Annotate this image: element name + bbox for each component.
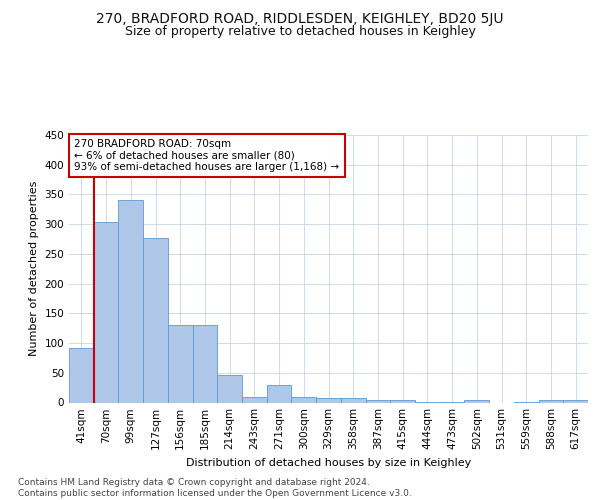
Bar	[390, 400, 415, 402]
X-axis label: Distribution of detached houses by size in Keighley: Distribution of detached houses by size …	[186, 458, 471, 468]
Text: 270 BRADFORD ROAD: 70sqm
← 6% of detached houses are smaller (80)
93% of semi-de: 270 BRADFORD ROAD: 70sqm ← 6% of detache…	[74, 139, 340, 172]
Text: 270, BRADFORD ROAD, RIDDLESDEN, KEIGHLEY, BD20 5JU: 270, BRADFORD ROAD, RIDDLESDEN, KEIGHLEY…	[96, 12, 504, 26]
Bar	[69, 348, 94, 403]
Bar	[193, 324, 217, 402]
Bar	[143, 238, 168, 402]
Bar	[242, 397, 267, 402]
Bar	[94, 222, 118, 402]
Text: Size of property relative to detached houses in Keighley: Size of property relative to detached ho…	[125, 25, 475, 38]
Text: Contains HM Land Registry data © Crown copyright and database right 2024.
Contai: Contains HM Land Registry data © Crown c…	[18, 478, 412, 498]
Bar	[464, 400, 489, 402]
Bar	[539, 400, 563, 402]
Bar	[217, 375, 242, 402]
Bar	[267, 384, 292, 402]
Bar	[316, 398, 341, 402]
Bar	[168, 324, 193, 402]
Bar	[563, 400, 588, 402]
Bar	[365, 400, 390, 402]
Bar	[341, 398, 365, 402]
Y-axis label: Number of detached properties: Number of detached properties	[29, 181, 39, 356]
Bar	[292, 397, 316, 402]
Bar	[118, 200, 143, 402]
